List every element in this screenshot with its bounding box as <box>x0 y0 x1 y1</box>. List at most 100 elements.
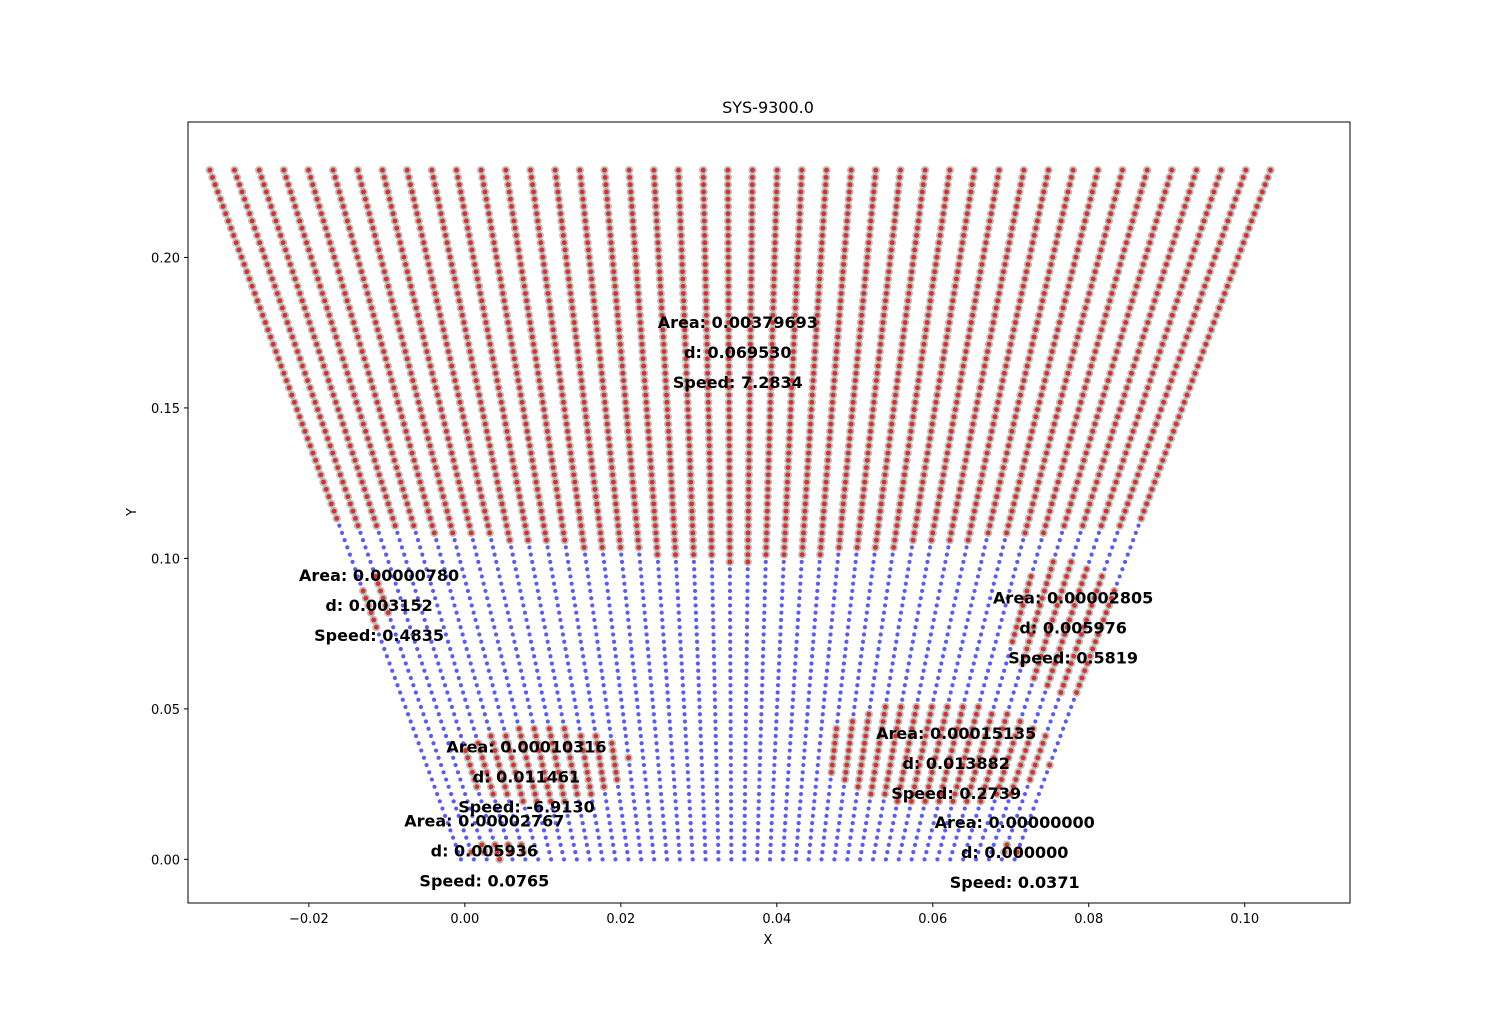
data-point <box>902 828 908 833</box>
data-point <box>553 588 558 594</box>
data-point <box>789 712 795 717</box>
data-point <box>442 567 447 572</box>
flagged-point <box>260 312 266 318</box>
data-point <box>608 828 613 833</box>
data-point <box>767 857 773 862</box>
data-point <box>512 559 517 565</box>
data-point <box>466 654 471 659</box>
flagged-point <box>404 269 410 275</box>
data-point <box>786 770 791 775</box>
data-point <box>931 617 936 623</box>
chart-title: SYS-9300.0 <box>722 98 814 117</box>
data-point <box>379 538 384 543</box>
data-point <box>617 683 622 688</box>
data-point <box>776 675 781 681</box>
data-point <box>573 704 578 710</box>
data-point <box>804 719 809 724</box>
data-point <box>631 668 636 673</box>
data-point <box>745 588 750 594</box>
flagged-point <box>350 508 356 514</box>
data-point <box>567 567 572 572</box>
data-point <box>410 632 415 637</box>
data-point <box>618 690 623 695</box>
data-point <box>938 581 944 586</box>
data-point <box>601 683 606 688</box>
data-point <box>477 632 482 637</box>
data-point <box>689 842 695 847</box>
data-point <box>594 632 599 637</box>
flagged-point <box>413 465 419 471</box>
flagged-point <box>454 167 459 173</box>
data-point <box>651 712 656 717</box>
data-point <box>478 697 483 702</box>
data-point <box>728 784 734 789</box>
data-point <box>744 661 749 666</box>
data-point <box>436 712 441 717</box>
flagged-point <box>340 479 346 485</box>
data-point <box>659 610 664 615</box>
data-point <box>713 733 718 739</box>
data-point <box>836 828 841 833</box>
flagged-point <box>365 291 370 296</box>
flagged-point <box>242 196 247 202</box>
data-point <box>408 675 413 681</box>
data-point <box>622 828 627 833</box>
data-point <box>914 617 919 623</box>
flagged-point <box>347 501 353 507</box>
data-point <box>834 574 839 579</box>
data-point <box>728 791 734 797</box>
data-point <box>713 719 718 724</box>
data-point <box>696 690 702 695</box>
data-point <box>892 813 897 818</box>
flagged-point <box>373 320 379 325</box>
data-point <box>540 820 545 826</box>
flagged-point <box>419 414 425 420</box>
data-point <box>934 683 939 688</box>
flagged-point <box>340 356 346 362</box>
data-point <box>811 806 816 811</box>
flagged-point <box>440 414 446 420</box>
flagged-point <box>538 385 543 391</box>
data-point <box>624 842 629 847</box>
data-point <box>784 799 789 804</box>
data-point <box>846 625 851 630</box>
data-point <box>584 559 589 565</box>
flagged-point <box>321 479 326 485</box>
flagged-point <box>290 269 296 275</box>
data-point <box>760 675 765 681</box>
data-point <box>621 719 627 724</box>
flagged-point <box>352 457 358 463</box>
data-point <box>999 617 1004 623</box>
data-point <box>831 596 837 601</box>
data-point <box>601 559 607 565</box>
data-point <box>611 632 616 637</box>
data-point <box>743 704 749 710</box>
flagged-point <box>297 414 303 420</box>
data-point <box>742 857 747 862</box>
flagged-point <box>407 443 413 449</box>
data-point <box>1009 697 1014 702</box>
data-point <box>445 820 450 826</box>
flagged-point <box>453 283 459 289</box>
data-point <box>943 559 948 565</box>
flagged-point <box>498 494 503 500</box>
flagged-point <box>420 334 426 340</box>
flagged-point <box>485 523 491 529</box>
data-point <box>999 820 1004 826</box>
flagged-point <box>437 479 442 485</box>
data-point <box>808 668 814 673</box>
data-point <box>861 835 866 840</box>
flagged-point <box>383 356 389 362</box>
flagged-point <box>584 769 590 775</box>
data-point <box>695 646 700 652</box>
flagged-point <box>359 182 365 188</box>
flagged-point <box>295 349 300 354</box>
flagged-point <box>331 327 337 333</box>
flagged-point <box>521 515 527 521</box>
data-point <box>876 828 881 833</box>
data-point <box>546 646 552 652</box>
data-point <box>677 617 682 623</box>
data-point <box>494 697 499 702</box>
data-point <box>836 712 841 717</box>
data-point <box>453 842 458 847</box>
